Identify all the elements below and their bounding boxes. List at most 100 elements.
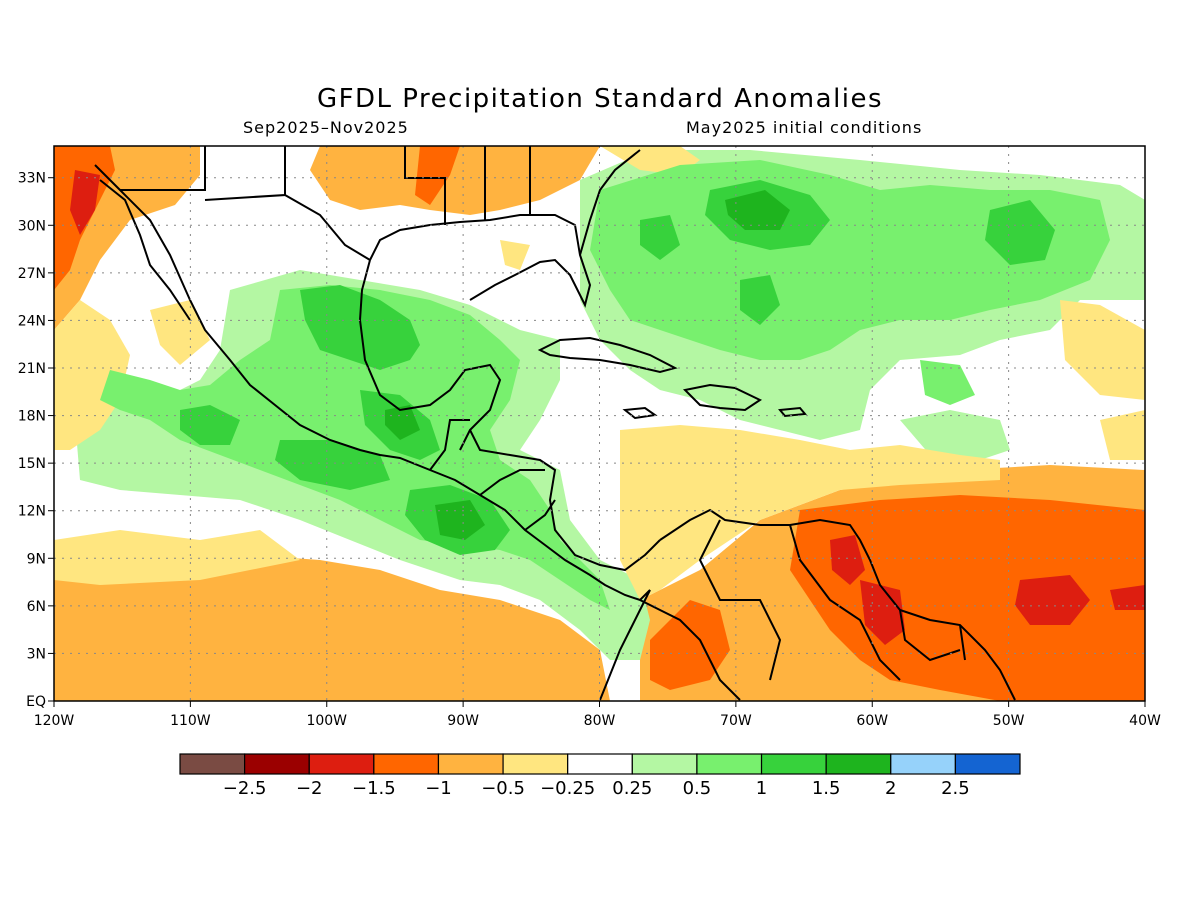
- dry-very-strong-blob: [830, 535, 865, 585]
- coastline-baja: [99, 179, 191, 321]
- colorbar-label: 2.5: [941, 778, 970, 799]
- colorbar-swatch: [308, 753, 375, 775]
- forecast-period: Sep2025–Nov2025: [243, 118, 409, 137]
- lat-tick-label: 21N: [18, 361, 46, 377]
- lon-tick-label: 80W: [584, 713, 616, 729]
- dry-strong-blob: [415, 146, 460, 205]
- wet-strong-blob: [180, 405, 240, 445]
- lat-tick-label: 30N: [18, 218, 46, 234]
- lat-tick-label: EQ: [26, 694, 46, 710]
- gridlines: [54, 146, 1145, 701]
- dry-light-blob: [54, 530, 300, 585]
- wet-very-strong-areas: [385, 190, 790, 540]
- border-south-america: [639, 519, 966, 701]
- coastline-gulf: [369, 214, 592, 308]
- wet-very-strong-blob: [385, 405, 420, 440]
- colorbar-swatch: [179, 753, 246, 775]
- dry-strong-areas: [54, 146, 1145, 701]
- lat-tick-label: 33N: [18, 171, 46, 187]
- dry-light-blob: [54, 300, 130, 450]
- lat-tick-label: 12N: [18, 504, 46, 520]
- lon-tick-label: 90W: [447, 713, 479, 729]
- lat-tick-label: 3N: [27, 646, 46, 662]
- coastline-gulf-mexico-east: [358, 259, 502, 451]
- colorbar-swatch: [502, 753, 569, 775]
- dry-light-blob: [1100, 410, 1145, 460]
- lat-tick-label: 24N: [18, 313, 46, 329]
- border-central-america: [429, 419, 556, 531]
- lon-tick-label: 40W: [1129, 713, 1161, 729]
- dry-moderate-blob: [310, 146, 600, 215]
- lon-tick-label: 60W: [856, 713, 888, 729]
- anomaly-fields: [54, 146, 1145, 701]
- colorbar-swatch: [373, 753, 440, 775]
- lon-tick-label: 100W: [306, 713, 347, 729]
- dry-very-strong-blob: [70, 170, 100, 235]
- coastline-puerto-rico: [778, 406, 807, 418]
- colorbar-swatch: [760, 753, 827, 775]
- lon-tick-label: 120W: [34, 713, 75, 729]
- lat-tick-label: 18N: [18, 409, 46, 425]
- colorbar-label: −0.25: [540, 778, 595, 799]
- longitude-axis: 120W 110W 100W 90W 80W 70W 60W 50W 40W: [34, 701, 1161, 729]
- dry-strong-blob: [650, 600, 730, 690]
- dry-very-strong-blob: [860, 580, 905, 645]
- colorbar-swatch: [825, 753, 892, 775]
- coastline-mexico-west: [94, 164, 651, 701]
- chart-title: GFDL Precipitation Standard Anomalies: [316, 84, 884, 114]
- initial-conditions: May2025 initial conditions: [686, 118, 923, 137]
- wet-strong-blob: [985, 200, 1055, 265]
- lon-tick-label: 70W: [720, 713, 752, 729]
- coastline-cuba: [537, 336, 678, 374]
- dry-strong-blob: [790, 495, 1145, 701]
- latitude-axis: EQ 3N 6N 9N 12N 15N 18N 21N 24N 27N 30N 33N: [18, 171, 54, 710]
- wet-strong-blob: [740, 275, 780, 325]
- colorbar-label: −2.5: [223, 778, 267, 799]
- lat-tick-label: 9N: [27, 551, 46, 567]
- colorbar-label: −1: [425, 778, 452, 799]
- colorbar-label: 0.25: [612, 778, 652, 799]
- colorbar-swatch: [567, 753, 633, 775]
- wet-very-strong-blob: [725, 190, 790, 230]
- lat-tick-label: 27N: [18, 266, 46, 282]
- coastline-florida-east: [579, 149, 641, 256]
- colorbar-label: 2: [885, 778, 896, 799]
- border-us-mexico: [120, 146, 371, 261]
- lat-tick-label: 15N: [18, 456, 46, 472]
- dry-very-strong-areas: [70, 170, 1145, 645]
- coastline-hispaniola: [682, 383, 763, 412]
- wet-strong-blob: [275, 440, 390, 490]
- colorbar-swatch: [437, 753, 504, 775]
- dry-light-blob: [620, 425, 1000, 600]
- dry-moderate-blob: [54, 555, 610, 701]
- colorbar-swatch: [696, 753, 763, 775]
- wet-very-strong-blob: [435, 500, 485, 540]
- colorbar-label: 1: [756, 778, 767, 799]
- colorbar-swatch: [244, 753, 310, 775]
- colorbar-label: −0.5: [481, 778, 525, 799]
- colorbar: −2.5 −2 −1.5 −1 −0.5 −0.25 0.25 0.5 1 1.5 2 2.5: [179, 753, 1021, 799]
- colorbar-swatch: [890, 753, 956, 775]
- coastline-central-america-east: [469, 429, 661, 572]
- border-us-states: [404, 146, 531, 225]
- wet-moderate-blob: [920, 360, 975, 405]
- colorbar-label: −1.5: [352, 778, 396, 799]
- coastline-south-america: [659, 508, 1016, 701]
- colorbar-label: 1.5: [812, 778, 841, 799]
- dry-light-areas: [54, 146, 1145, 600]
- lat-tick-label: 6N: [27, 599, 46, 615]
- colorbar-label: −2: [296, 778, 323, 799]
- dry-light-blob: [1060, 300, 1145, 400]
- dry-light-blob: [150, 300, 210, 365]
- colorbar-label: 0.5: [683, 778, 712, 799]
- wet-strong-blob: [640, 215, 680, 260]
- coastlines: [94, 146, 1016, 701]
- dry-light-blob: [500, 240, 530, 270]
- dry-very-strong-blob: [1015, 575, 1090, 625]
- colorbar-swatch: [631, 753, 698, 775]
- colorbar-swatch: [954, 753, 1021, 775]
- wet-light-blob: [900, 410, 1010, 460]
- lon-tick-label: 50W: [993, 713, 1025, 729]
- dry-very-strong-blob: [1110, 585, 1145, 610]
